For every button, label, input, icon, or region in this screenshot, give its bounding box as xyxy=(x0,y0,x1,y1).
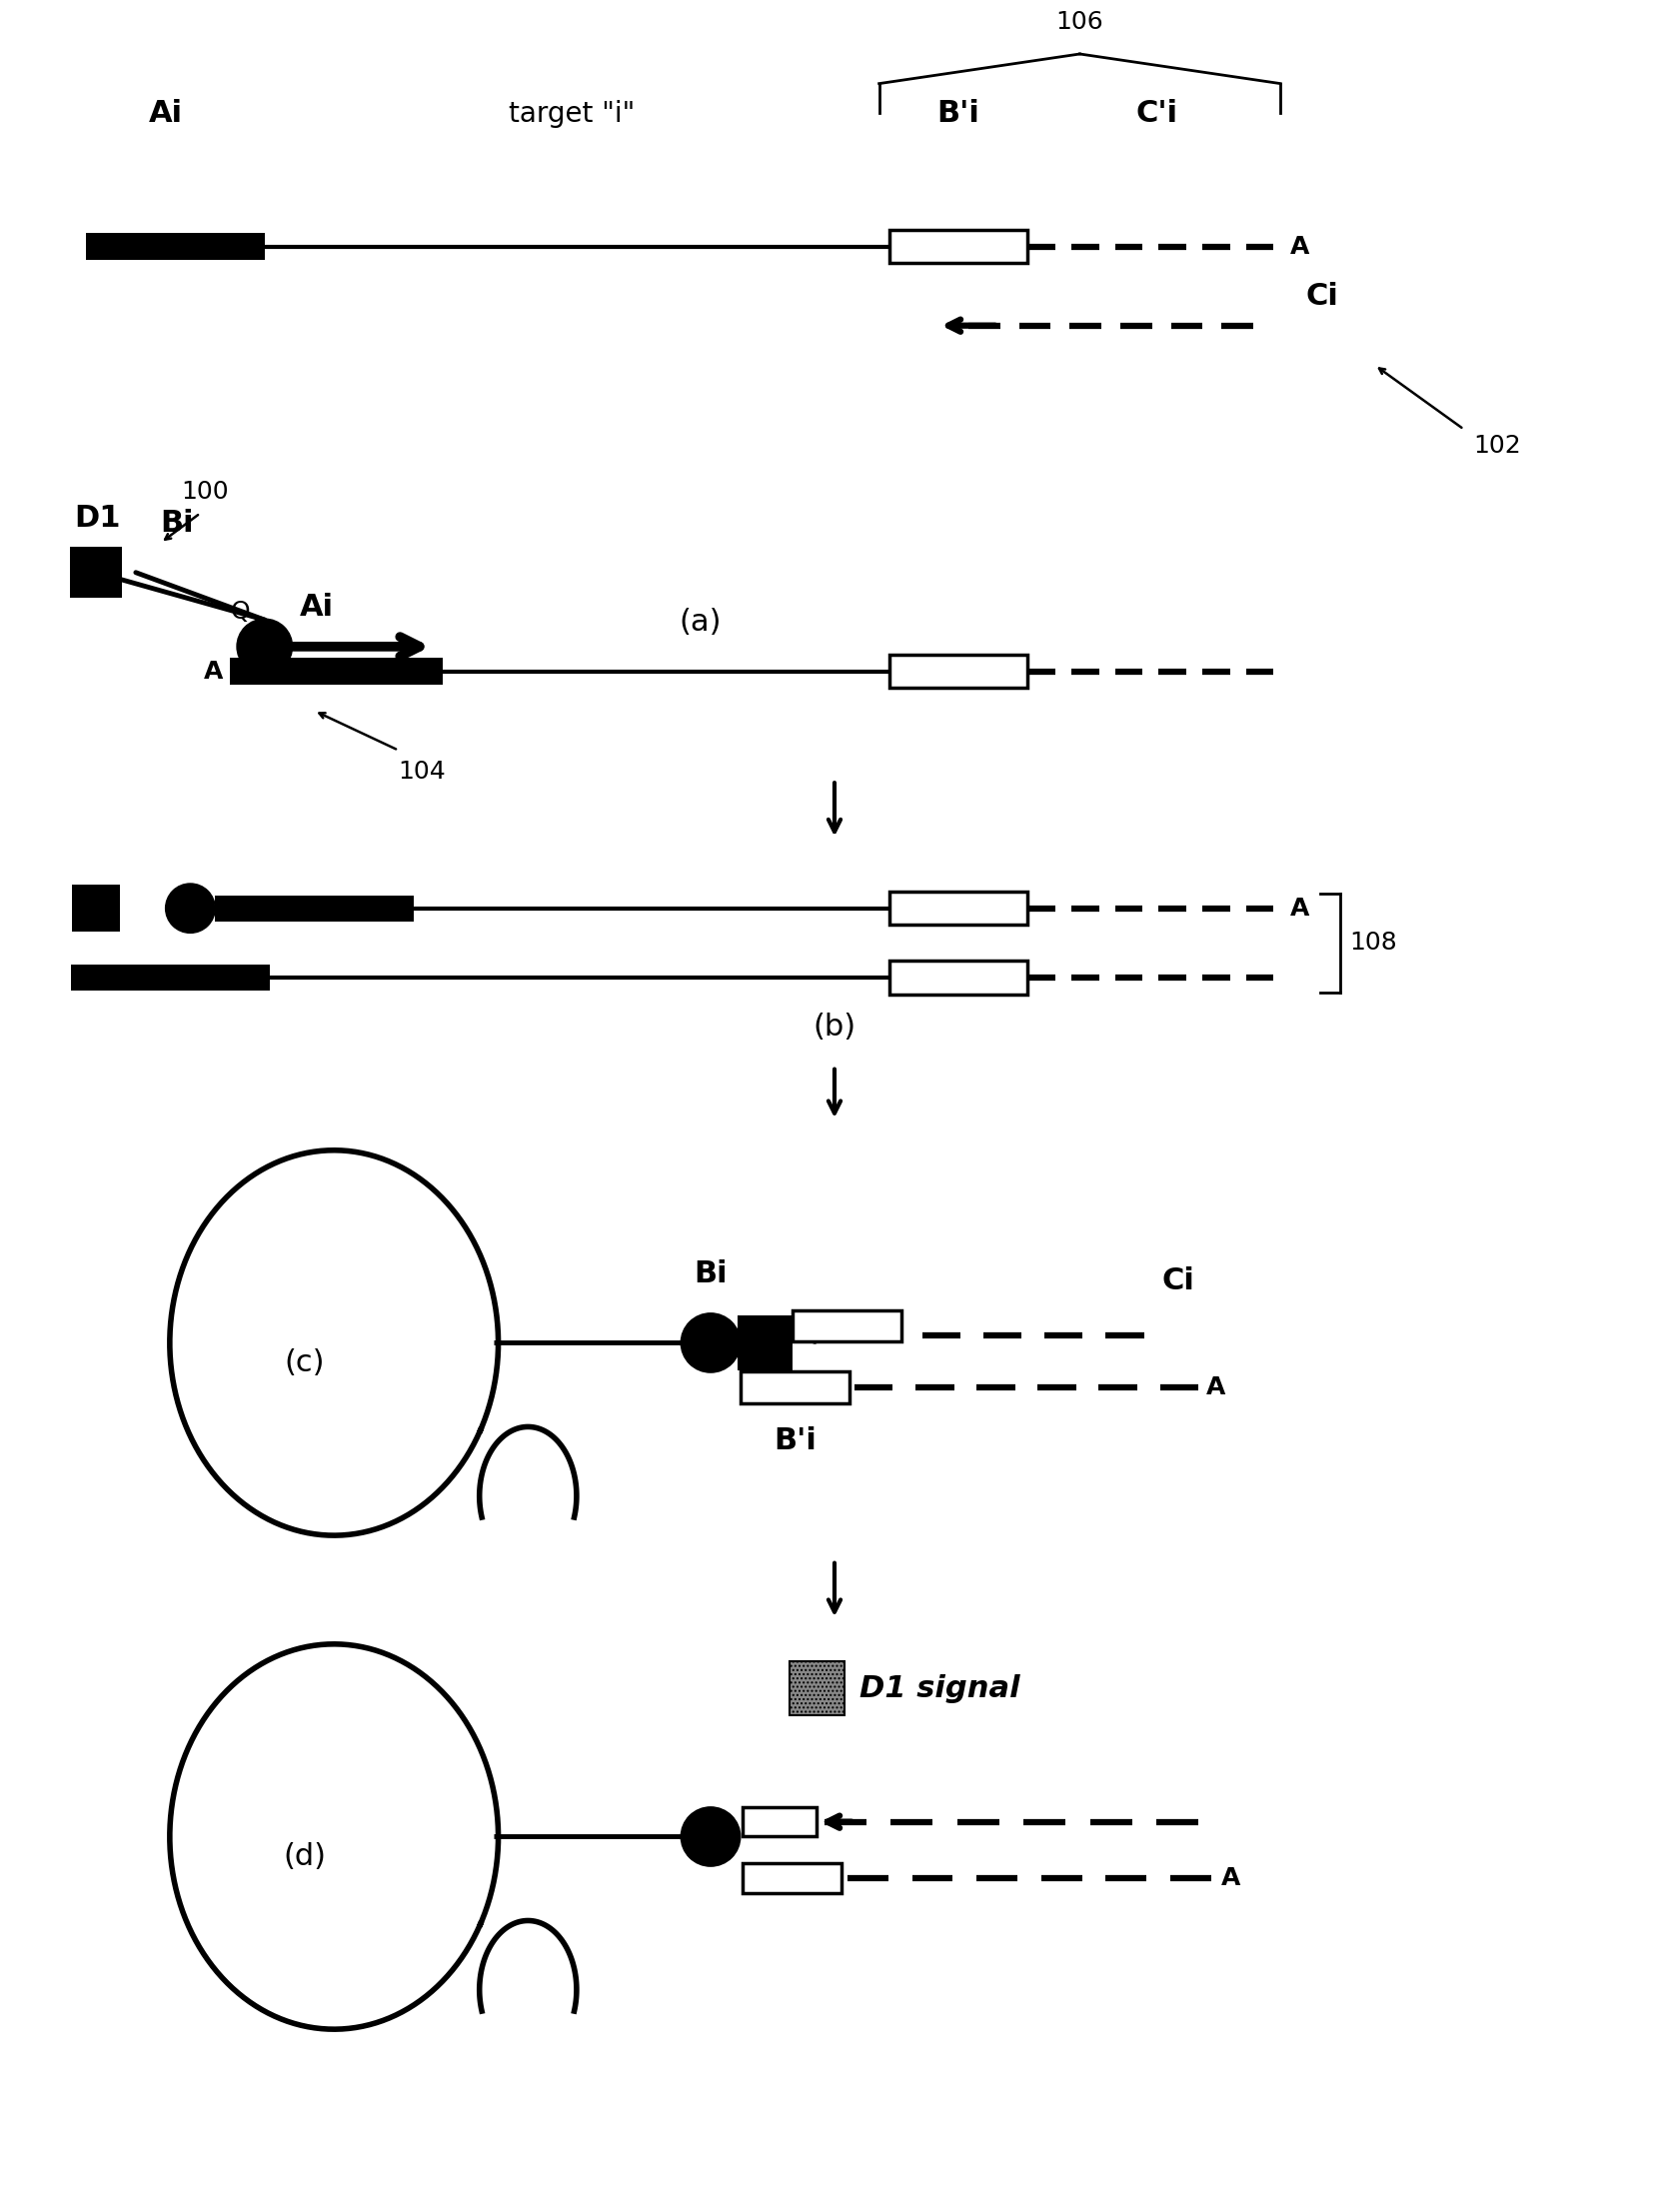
Text: (d): (d) xyxy=(282,1843,325,1871)
Bar xyxy=(741,1371,850,1402)
Text: D1: D1 xyxy=(75,504,120,533)
Text: A: A xyxy=(204,659,224,684)
Text: Q: Q xyxy=(230,599,250,624)
Bar xyxy=(87,232,265,261)
Text: A: A xyxy=(1222,1867,1240,1889)
Bar xyxy=(743,1863,841,1893)
Text: D1 signal: D1 signal xyxy=(860,1674,1020,1703)
Text: Ci: Ci xyxy=(1162,1267,1195,1296)
Bar xyxy=(72,964,270,991)
Text: Ai: Ai xyxy=(149,100,182,128)
Bar xyxy=(890,655,1028,688)
Text: B'i: B'i xyxy=(936,100,980,128)
Text: (a): (a) xyxy=(679,608,723,637)
Text: A: A xyxy=(1207,1376,1225,1400)
Bar xyxy=(890,960,1028,993)
Circle shape xyxy=(681,1314,741,1371)
Bar xyxy=(890,891,1028,925)
Text: target "i": target "i" xyxy=(509,100,634,128)
Text: 104: 104 xyxy=(399,761,446,783)
Text: B'i: B'i xyxy=(773,1427,816,1455)
Circle shape xyxy=(165,883,215,933)
Bar xyxy=(743,1807,816,1836)
Text: 108: 108 xyxy=(1350,931,1397,956)
Text: Ci: Ci xyxy=(1305,281,1339,310)
Circle shape xyxy=(681,1807,741,1867)
Bar xyxy=(793,1310,901,1343)
Text: 102: 102 xyxy=(1474,434,1522,458)
Text: 106: 106 xyxy=(1056,11,1103,33)
Bar xyxy=(789,1661,845,1717)
Text: A: A xyxy=(1290,234,1310,259)
Bar xyxy=(70,546,122,597)
Text: (c): (c) xyxy=(284,1347,324,1378)
Text: Ai: Ai xyxy=(299,593,334,622)
Bar xyxy=(215,896,414,920)
Bar xyxy=(230,657,442,686)
Text: C'i: C'i xyxy=(1135,100,1178,128)
Text: Bi: Bi xyxy=(694,1259,728,1290)
Circle shape xyxy=(237,619,292,675)
Bar xyxy=(72,885,120,931)
Text: (b): (b) xyxy=(813,1013,856,1042)
Text: 100: 100 xyxy=(182,480,229,504)
Text: Bi: Bi xyxy=(160,509,194,538)
Bar xyxy=(890,230,1028,263)
Bar xyxy=(738,1316,793,1369)
Text: A: A xyxy=(1290,896,1310,920)
